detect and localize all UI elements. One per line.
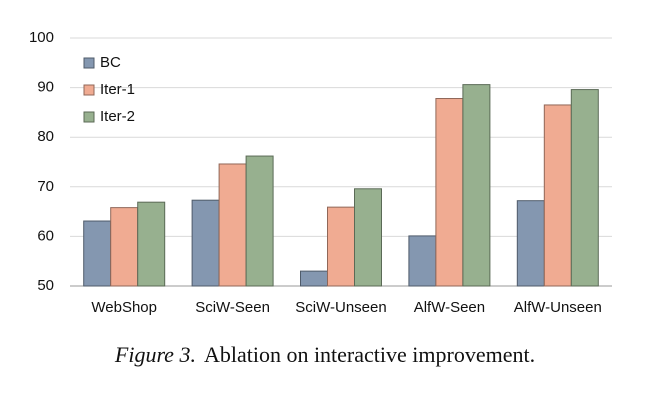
legend-label: Iter-2 [100,108,135,125]
bar [137,201,166,287]
bar [354,188,382,287]
x-tick-label: AlfW-Seen [414,299,485,316]
legend-label: BC [100,54,121,71]
legend-swatch [83,111,95,123]
x-tick-label: SciW-Seen [195,299,270,316]
y-tick-label: 70 [37,178,54,195]
bar [516,200,545,287]
bar [83,220,112,287]
bar [191,199,220,287]
y-tick-label: 90 [37,79,54,96]
y-tick-label: 60 [37,227,54,244]
bar [218,163,247,287]
bar [327,206,355,287]
y-tick-label: 100 [29,29,54,46]
legend-swatch [83,57,95,69]
bar [245,155,274,287]
bar [435,98,464,287]
bar [110,207,139,287]
bar [570,89,599,287]
legend-label: Iter-1 [100,81,135,98]
bar [543,104,572,287]
bar [462,84,491,287]
bar [408,235,437,287]
x-tick-label: WebShop [91,299,157,316]
y-tick-label: 50 [37,277,54,294]
x-tick-label: AlfW-Unseen [514,299,602,316]
caption: Figure 3. Ablation on interactive improve… [114,342,535,367]
x-tick-label: SciW-Unseen [295,299,386,316]
caption-text: Ablation on interactive improvement. [204,342,535,367]
bar [300,270,328,287]
caption-label: Figure 3. [114,342,196,367]
y-tick-label: 80 [37,128,54,145]
legend-swatch [83,84,95,96]
